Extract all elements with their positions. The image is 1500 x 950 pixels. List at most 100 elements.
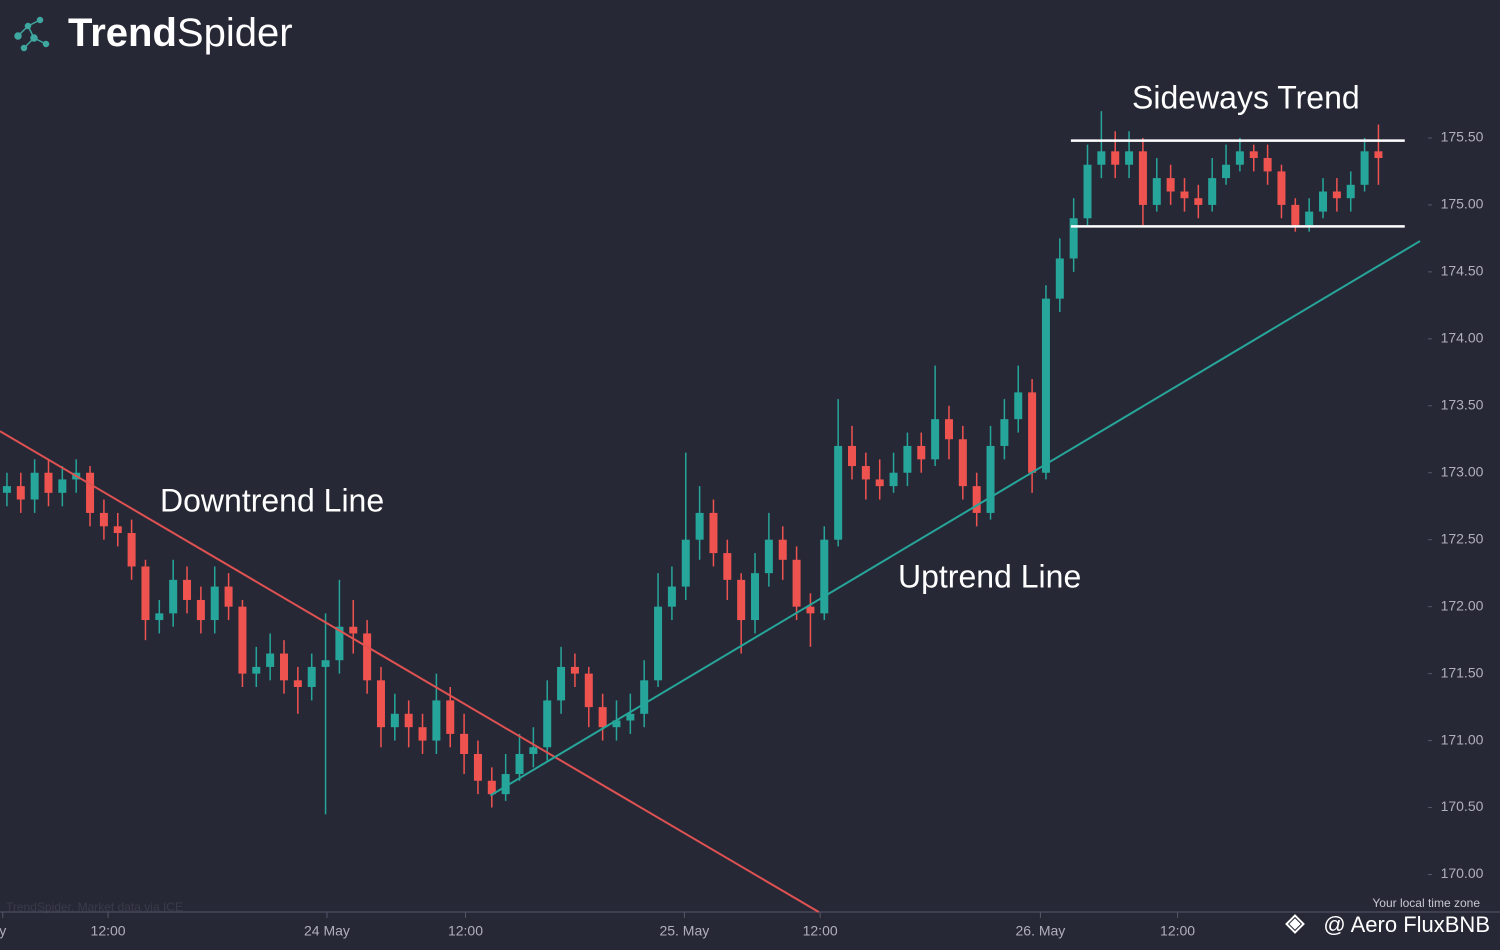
candle-body: [1360, 151, 1369, 185]
candle-body: [515, 753, 524, 775]
candle-body: [99, 512, 108, 527]
trend-line: [489, 240, 1421, 797]
candle-body: [792, 559, 801, 607]
candle-body: [654, 606, 663, 681]
candle-body: [626, 713, 635, 721]
candle-body: [737, 579, 746, 621]
candle-body: [155, 613, 164, 621]
candle-body: [820, 539, 829, 614]
candle-body: [1346, 184, 1355, 199]
candle-body: [1180, 191, 1189, 199]
x-tick-label: y: [0, 923, 6, 939]
candle-body: [432, 700, 441, 741]
brand-light: Spider: [177, 11, 293, 55]
candle-body: [487, 780, 496, 795]
timezone-note: Your local time zone: [1372, 896, 1480, 910]
candle-body: [404, 713, 413, 728]
y-tick-label: 172.00: [1441, 597, 1484, 613]
credit: @ Aero FluxBNB: [1323, 912, 1490, 937]
y-tick-label: 171.00: [1441, 731, 1484, 747]
candle-body: [1028, 392, 1037, 473]
candle-body: [460, 733, 469, 754]
trend-line: [0, 430, 820, 913]
candle-body: [848, 445, 856, 467]
y-tick-label: 175.50: [1441, 129, 1484, 145]
candle-body: [584, 673, 593, 708]
candle-body: [473, 753, 482, 781]
candle-body: [210, 586, 219, 621]
candle-body: [196, 599, 205, 621]
candle-body: [640, 680, 649, 714]
candle-body: [1000, 419, 1009, 446]
candle-body: [903, 445, 912, 473]
candle-body: [238, 606, 247, 674]
candle-body: [681, 539, 690, 587]
candle-body: [86, 472, 95, 513]
candle-body: [1235, 151, 1244, 165]
candle-body: [376, 680, 385, 728]
candle-body: [570, 666, 579, 674]
candle-body: [917, 445, 926, 460]
candle-body: [1263, 158, 1272, 172]
candle-body: [1374, 151, 1383, 159]
candle-body: [1111, 151, 1120, 165]
y-tick-label: 175.00: [1441, 196, 1484, 212]
candle-body: [446, 700, 455, 734]
candle-body: [183, 579, 192, 600]
candle-body: [1138, 151, 1147, 205]
trend-label: Uptrend Line: [898, 558, 1081, 594]
brand-bold: Trend: [68, 11, 177, 55]
candle-body: [1069, 218, 1078, 259]
watermark: TrendSpider. Market data via ICE: [6, 900, 183, 914]
x-tick-label: 12:00: [803, 923, 838, 939]
trend-label: Sideways Trend: [1132, 79, 1360, 115]
logo-icon: [14, 16, 50, 52]
candle-body: [944, 419, 953, 440]
candle-body: [709, 512, 718, 554]
candle-body: [1249, 151, 1258, 159]
candle-body: [307, 666, 316, 688]
candle-body: [169, 579, 178, 614]
y-tick-label: 170.50: [1441, 798, 1484, 814]
candle-body: [695, 512, 704, 540]
candle-body: [612, 720, 621, 728]
candle-body: [764, 539, 773, 574]
x-tick-label: 12:00: [1160, 923, 1195, 939]
y-tick-label: 173.50: [1441, 396, 1484, 412]
candle-body: [335, 626, 344, 661]
candle-body: [1097, 151, 1106, 165]
candle-body: [778, 539, 787, 560]
candle-body: [986, 445, 995, 513]
candle-body: [293, 680, 302, 688]
credit-icon: [1285, 914, 1305, 934]
y-tick-label: 172.50: [1441, 530, 1484, 546]
candle-body: [1194, 198, 1203, 205]
candle-body: [598, 707, 607, 728]
candle-body: [1125, 151, 1134, 165]
candle-body: [501, 774, 510, 795]
candle-body: [363, 633, 372, 681]
x-tick-label: 12:00: [91, 923, 126, 939]
candle-body: [1222, 164, 1231, 179]
y-tick-label: 173.00: [1441, 463, 1484, 479]
candle-body: [224, 586, 233, 607]
candle-body: [1166, 178, 1175, 192]
candle-body: [834, 445, 843, 540]
candle-body: [127, 533, 136, 567]
candle-body: [30, 472, 39, 500]
x-tick-label: 12:00: [448, 923, 483, 939]
candle-body: [390, 713, 399, 728]
candle-body: [1083, 164, 1092, 219]
candle-body: [1152, 178, 1161, 205]
candle-body: [1305, 211, 1314, 225]
candle-body: [44, 472, 53, 493]
candle-body: [113, 526, 122, 534]
candle-body: [280, 653, 288, 681]
y-tick-label: 171.50: [1441, 664, 1484, 680]
candle-body: [1014, 392, 1023, 420]
candle-body: [1332, 191, 1341, 199]
x-tick-label: 24 May: [304, 923, 350, 939]
candle-body: [861, 466, 870, 480]
